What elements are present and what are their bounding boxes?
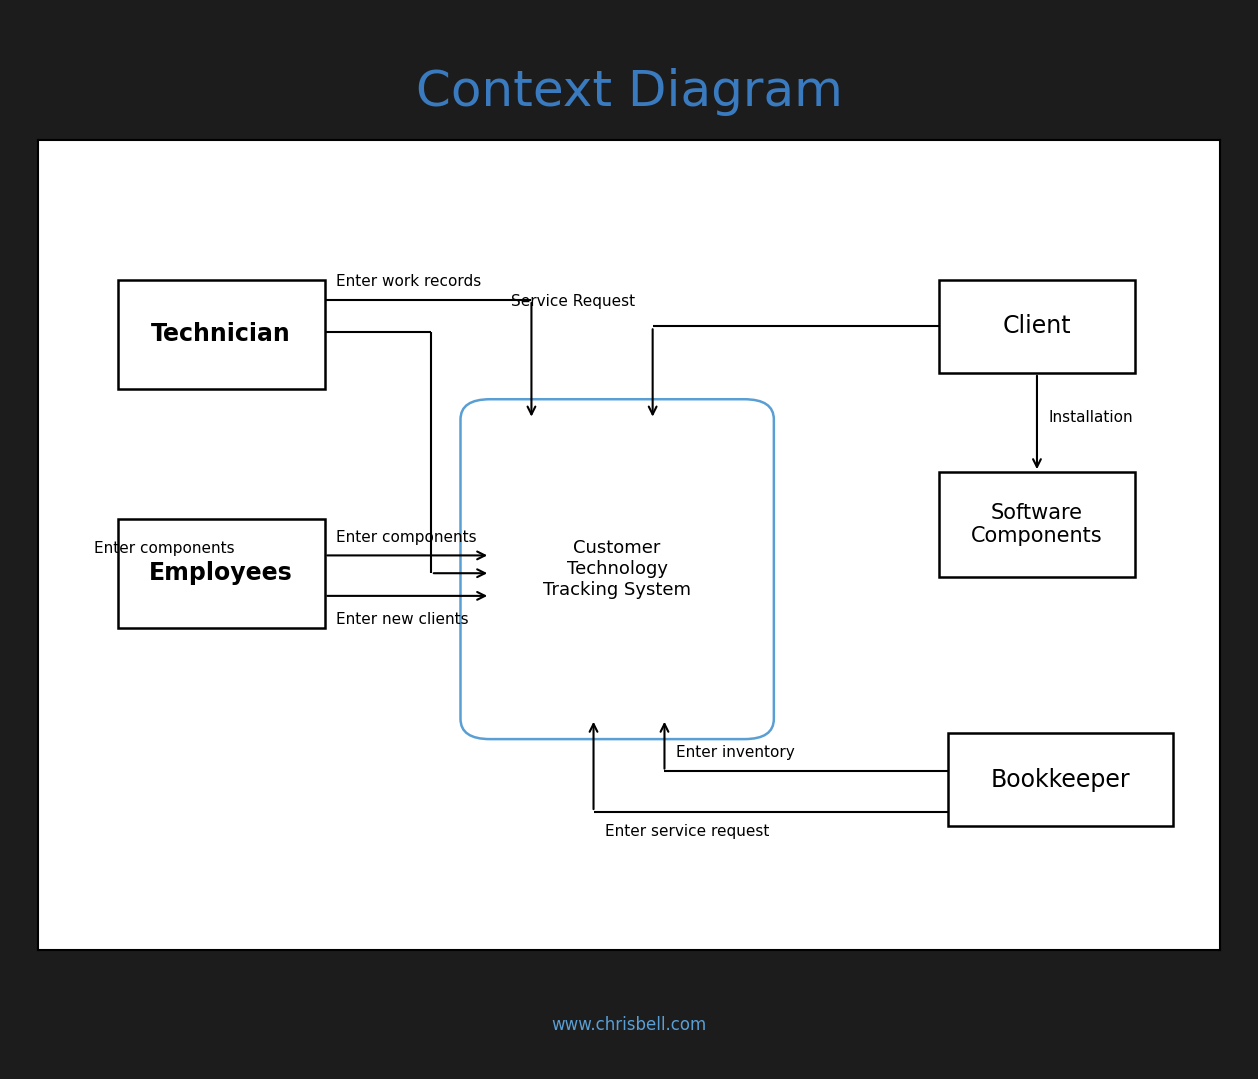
Text: Service Request: Service Request (511, 295, 635, 310)
Text: Enter components: Enter components (94, 541, 234, 556)
Text: Customer
Technology
Tracking System: Customer Technology Tracking System (543, 540, 691, 599)
Text: Context Diagram: Context Diagram (415, 68, 843, 115)
Text: Enter inventory: Enter inventory (677, 745, 795, 760)
Text: Enter work records: Enter work records (336, 274, 482, 288)
Text: Enter components: Enter components (336, 531, 477, 546)
Text: Bookkeeper: Bookkeeper (991, 767, 1131, 792)
FancyBboxPatch shape (940, 473, 1135, 577)
Text: Technician: Technician (151, 323, 291, 346)
Text: Employees: Employees (150, 561, 293, 585)
FancyBboxPatch shape (949, 733, 1172, 827)
Text: Enter new clients: Enter new clients (336, 612, 469, 627)
Text: Installation: Installation (1049, 410, 1133, 425)
Text: Enter service request: Enter service request (605, 824, 770, 839)
FancyBboxPatch shape (460, 399, 774, 739)
FancyBboxPatch shape (117, 279, 325, 390)
Text: Software
Components: Software Components (971, 503, 1103, 546)
FancyBboxPatch shape (117, 519, 325, 628)
Text: Client: Client (1003, 314, 1072, 339)
FancyBboxPatch shape (940, 279, 1135, 373)
Text: www.chrisbell.com: www.chrisbell.com (551, 1016, 707, 1034)
